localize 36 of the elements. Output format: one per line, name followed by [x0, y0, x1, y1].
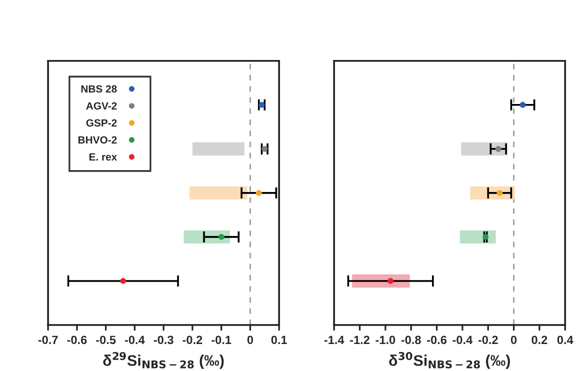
point: [388, 278, 394, 284]
x-tick-label: -0.2: [182, 336, 202, 344]
x-tick-label: -0.3: [154, 336, 174, 344]
point: [256, 190, 262, 196]
x-tick-label: -1.2: [350, 336, 370, 344]
x-tick-label: -1.4: [324, 336, 344, 344]
x-tick-label: -0.5: [96, 336, 116, 344]
x-tick-label: -0.7: [38, 336, 58, 344]
legend-label: BHVO-2: [78, 136, 117, 144]
x-tick-label: 0.2: [532, 336, 548, 344]
legend-label: GSP-2: [86, 119, 117, 127]
x-tick-label: -0.6: [67, 336, 87, 344]
x-tick-label: -1.0: [376, 336, 396, 344]
legend-label: NBS 28: [81, 85, 117, 93]
legend-label: AGV-2: [86, 102, 117, 110]
x-tick-label: 0: [247, 336, 253, 344]
x-axis-title: δ$^{30}$Si$_{NBS−28}$ (‰): [389, 352, 510, 369]
x-tick-label: 0: [510, 336, 517, 344]
point: [262, 146, 268, 152]
x-tick-label: -0.8: [401, 336, 421, 344]
x-tick-label: -0.2: [478, 336, 498, 344]
x-tick-label: 0.1: [271, 336, 287, 344]
x-axis-title: δ$^{29}$Si$_{NBS−28}$ (‰): [103, 352, 224, 369]
bar: [192, 142, 244, 156]
x-tick-label: -0.1: [212, 336, 232, 344]
x-tick-label: 0.4: [557, 336, 574, 344]
point: [120, 278, 126, 284]
x-tick-label: -0.4: [452, 336, 473, 344]
legend-label: E. rex: [89, 153, 118, 161]
bar: [190, 186, 248, 200]
point: [496, 190, 503, 196]
x-tick-label: -0.6: [427, 336, 447, 344]
point: [495, 146, 502, 152]
point: [520, 102, 526, 108]
point: [218, 234, 224, 240]
x-tick-label: -0.4: [124, 336, 145, 344]
